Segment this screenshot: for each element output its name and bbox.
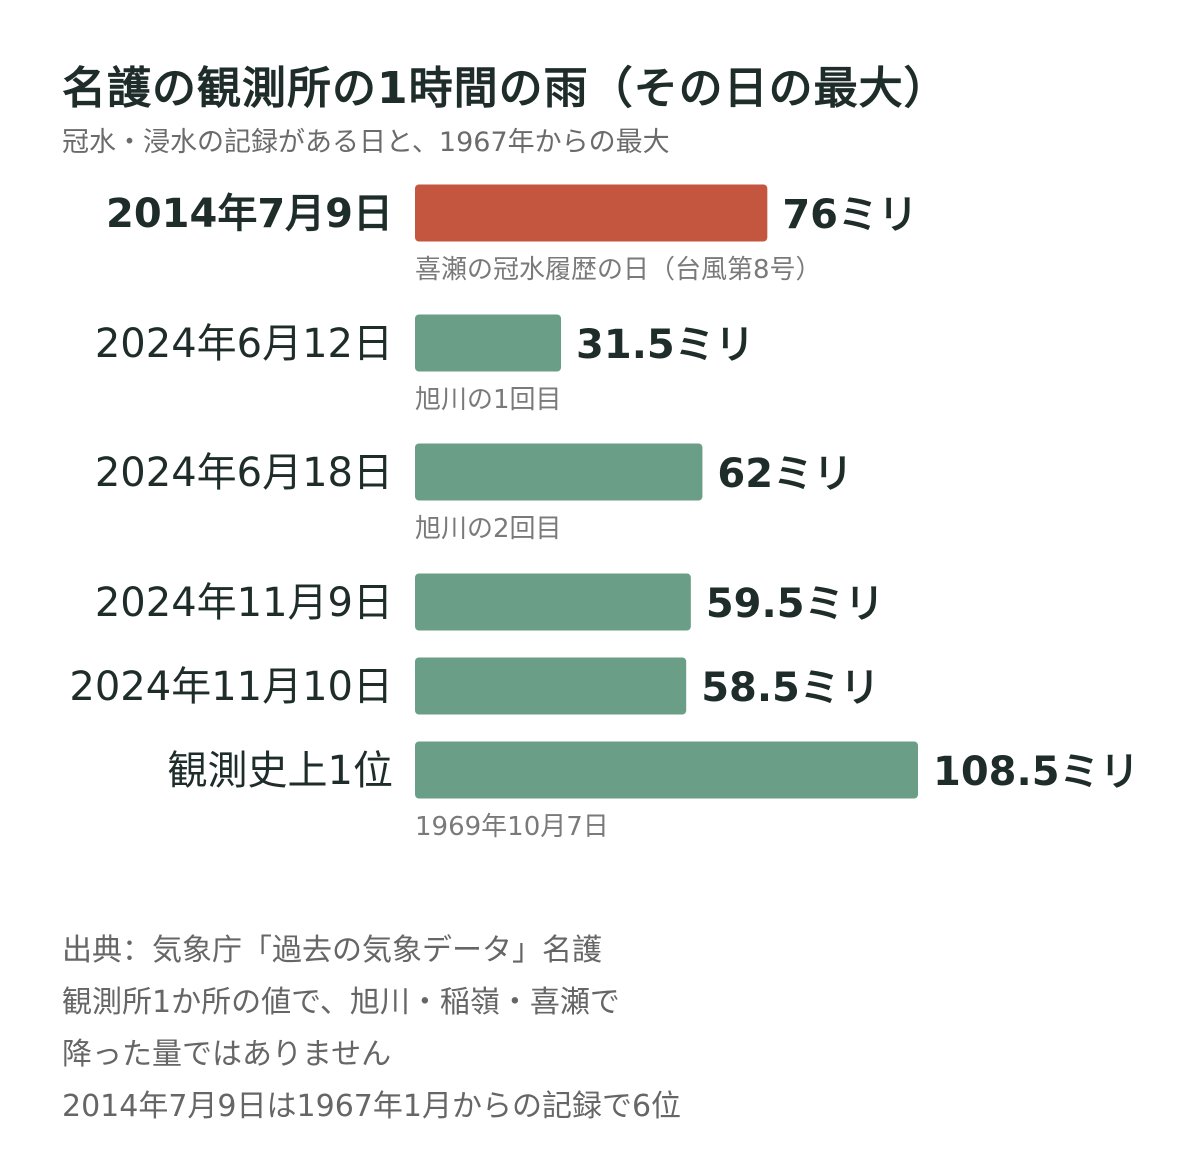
category-label: 2014年7月9日 <box>106 191 393 237</box>
category-label: 2024年6月18日 <box>95 450 393 496</box>
value-label: 31.5ミリ <box>576 322 755 368</box>
bar <box>415 741 918 799</box>
bar <box>415 443 703 501</box>
value-label: 59.5ミリ <box>706 581 885 627</box>
category-label: 観測史上1位 <box>168 748 393 794</box>
bar-note: 喜瀬の冠水履歴の日（台風第8号） <box>415 255 822 285</box>
footnote-source: 出典：気象庁「過去の気象データ」名護 <box>62 933 602 968</box>
value-label: 76ミリ <box>782 192 918 238</box>
bar <box>415 314 562 372</box>
footnote-rank-note: 2014年7月9日は1967年1月からの記録で6位 <box>62 1089 682 1124</box>
value-label: 58.5ミリ <box>701 665 880 711</box>
footnotes: 出典：気象庁「過去の気象データ」名護 観測所1か所の値で、旭川・稲嶺・喜瀬で 降… <box>62 925 1142 1133</box>
chart-title: 名護の観測所の1時間の雨（その日の最大） <box>62 63 949 114</box>
bar <box>415 573 691 631</box>
bar-note: 旭川の1回目 <box>415 385 562 415</box>
bar <box>415 184 768 242</box>
bar-note: 1969年10月7日 <box>415 812 609 842</box>
category-label: 2024年6月12日 <box>95 321 393 367</box>
chart-subtitle: 冠水・浸水の記録がある日と、1967年からの最大 <box>62 127 670 158</box>
category-label: 2024年11月9日 <box>95 580 393 626</box>
value-label: 108.5ミリ <box>933 749 1140 795</box>
value-label: 62ミリ <box>717 451 853 497</box>
bar-note: 旭川の2回目 <box>415 514 562 544</box>
category-label: 2024年11月10日 <box>69 664 393 710</box>
footnote-station-note-cont: 降った量ではありません <box>62 1037 392 1072</box>
bar <box>415 657 687 715</box>
footnote-station-note: 観測所1か所の値で、旭川・稲嶺・喜瀬で <box>62 985 620 1020</box>
